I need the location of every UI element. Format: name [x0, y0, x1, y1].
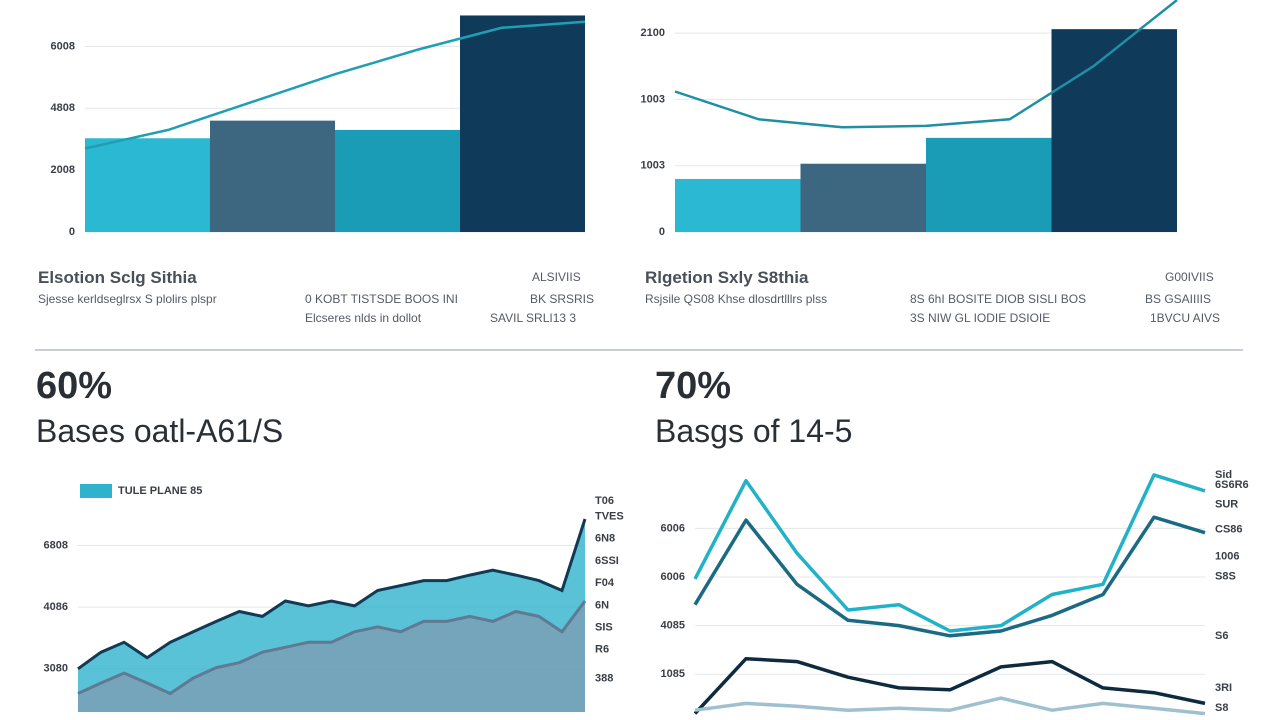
y-tick-label: 0 [659, 226, 665, 238]
y2-tick-label: 1006 [1215, 551, 1239, 563]
caption-line: 8S 6hI BOSITE DIOB SISLI BOS [910, 292, 1087, 306]
highlight-text: Basgs of 14-5 [655, 413, 853, 449]
y-tick-label: 0 [69, 226, 75, 238]
y2-tick-label: TVES [595, 511, 624, 523]
bar [85, 138, 210, 232]
y2-tick-label: Sid [1215, 469, 1232, 481]
line [693, 473, 1206, 633]
y-tick-label: 2100 [641, 27, 665, 39]
y-tick-label: 2008 [51, 164, 75, 176]
y2-tick-label: 6S6R6 [1215, 479, 1249, 491]
legend-label: TULE PLANE 85 [118, 485, 202, 497]
y2-tick-label: T06 [595, 495, 614, 507]
caption-title: Elsotion Sclg Sithia [38, 268, 197, 287]
trend-line [674, 0, 1178, 129]
line [694, 696, 1206, 716]
caption-line: Sjesse kerldseglrsx S plolirs plspr [38, 292, 217, 306]
y-tick-label: 1003 [641, 160, 665, 172]
caption-line: BK SRSRIS [530, 292, 595, 306]
y2-tick-label: 6SSI [595, 555, 619, 567]
area-line [77, 518, 587, 671]
line [693, 515, 1206, 638]
y-tick-label: 6008 [51, 40, 75, 52]
y2-tick-label: F04 [595, 577, 615, 589]
bar [460, 15, 585, 233]
y2-tick-label: R6 [595, 644, 609, 656]
legend-swatch [80, 484, 112, 498]
y2-tick-label: SUR [1215, 499, 1238, 511]
caption-side: ALSIVIIS [532, 270, 581, 284]
bar [210, 120, 335, 232]
y-tick-label: 1003 [641, 93, 665, 105]
highlight-figure: 70% [655, 365, 732, 407]
divider [35, 349, 1243, 351]
y2-tick-label: 388 [595, 673, 613, 685]
y-tick-label: 4808 [51, 102, 75, 114]
y2-tick-label: SIS [595, 622, 613, 634]
y-tick-label: 3080 [44, 663, 68, 675]
highlight-figure: 60% [36, 365, 113, 407]
y-tick-label: 1085 [661, 668, 685, 680]
caption-title: Rlgetion Sxly S8thia [645, 268, 809, 287]
y2-tick-label: 3RI [1215, 682, 1232, 694]
caption-line: 1BVCU AIVS [1150, 311, 1221, 325]
y2-tick-label: S8 [1215, 702, 1228, 714]
y-tick-label: 6006 [661, 522, 685, 534]
y2-tick-label: S8S [1215, 571, 1236, 583]
bar [926, 137, 1052, 232]
bar [800, 163, 926, 232]
caption-side: G00IVIIS [1165, 270, 1214, 284]
caption-line: 0 KOBT TISTSDE BOOS INI [305, 292, 458, 306]
caption-line: BS GSAIIIIS [1145, 292, 1212, 306]
area-line [77, 600, 587, 696]
y2-tick-label: 6N8 [595, 533, 615, 545]
bar [675, 178, 801, 232]
caption-line: 3S NIW GL IODIE DSIOIE [910, 311, 1051, 325]
y2-tick-label: 6N [595, 599, 609, 611]
y2-tick-label: S6 [1215, 630, 1228, 642]
caption-line: Elcseres nlds in dollot [305, 311, 422, 325]
highlight-text: Bases oatl-A61/S [36, 413, 284, 449]
caption-line: SAVIL SRLI13 3 [490, 311, 577, 325]
y-tick-label: 6006 [661, 571, 685, 583]
bar [335, 129, 460, 232]
area [78, 601, 585, 712]
y2-tick-label: CS86 [1215, 523, 1243, 535]
y-tick-label: 4086 [44, 601, 68, 613]
bar [1051, 29, 1177, 233]
trend-line [84, 20, 586, 150]
caption-line: Rsjsile QS08 Khse dlosdrtlllrs plss [645, 292, 828, 306]
y-tick-label: 4085 [661, 620, 685, 632]
line [693, 656, 1206, 715]
y-tick-label: 6808 [44, 539, 68, 551]
